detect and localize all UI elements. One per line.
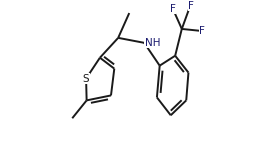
- Text: F: F: [199, 26, 205, 36]
- Text: NH: NH: [145, 38, 160, 48]
- Text: F: F: [188, 1, 194, 11]
- Text: S: S: [83, 74, 89, 84]
- Text: F: F: [170, 4, 176, 14]
